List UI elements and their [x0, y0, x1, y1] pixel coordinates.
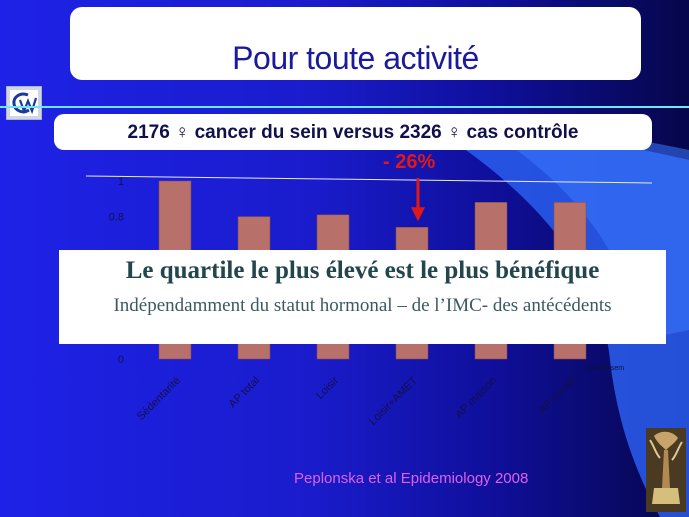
citation: Peplonska et al Epidemiology 2008 [294, 470, 529, 487]
x-label-0: Sédentarité [135, 375, 183, 423]
x-label-3: Loisir+AMET [367, 374, 420, 427]
x-label-4: AP maison [453, 375, 499, 421]
page-title: Pour toute activité [232, 40, 479, 76]
y-tick-2: 1 [118, 176, 124, 188]
sculpture-image [646, 428, 686, 512]
overlay-subtitle: Indépendamment du statut hormonal – de l… [113, 295, 612, 316]
header-divider [0, 106, 689, 108]
y-axis-ticks: 00.81 [109, 176, 124, 366]
subtitle: 2176 ♀ cancer du sein versus 2326 ♀ cas … [127, 122, 579, 143]
annotation-arrowhead [411, 207, 425, 222]
logo-icon [6, 86, 42, 120]
x-label-2: Loisir [314, 374, 341, 401]
annotation-label: - 26% [383, 151, 435, 173]
overlay-box: Le quartile le plus élevé est le plus bé… [59, 250, 666, 344]
subtitle-box: 2176 ♀ cancer du sein versus 2326 ♀ cas … [54, 114, 652, 150]
chart-footnote-mark: Modèle sem [586, 365, 624, 372]
overlay-title: Le quartile le plus élevé est le plus bé… [125, 257, 600, 284]
x-label-1: AP total [227, 375, 263, 411]
reference-line [85, 175, 653, 184]
title-box: Pour toute activité [70, 7, 641, 80]
y-tick-0: 0 [118, 354, 124, 366]
y-tick-1: 0.8 [109, 212, 124, 224]
x-label-5: AP travail [536, 375, 578, 417]
x-axis-labels: Sédentarité AP total Loisir Loisir+AMET AP m… [135, 374, 578, 427]
